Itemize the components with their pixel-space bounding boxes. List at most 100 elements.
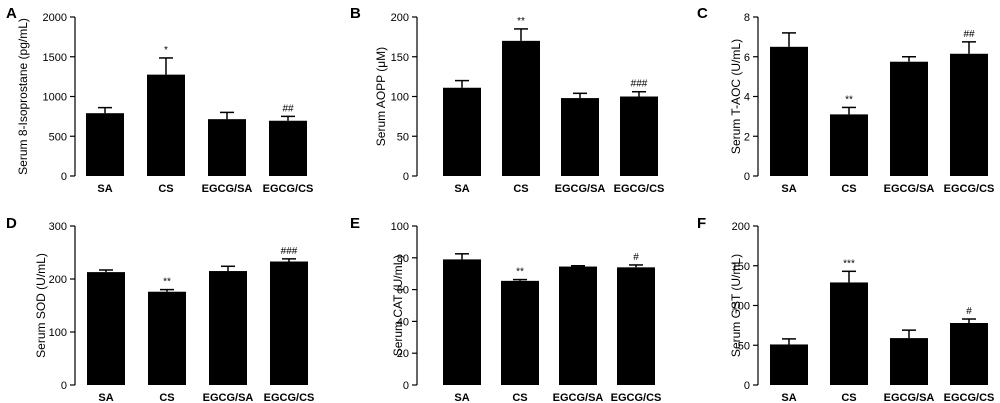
y-tick-label: 4 <box>744 92 750 104</box>
category-label: EGCG/SA <box>884 392 935 403</box>
y-tick-label: 8 <box>744 12 750 24</box>
bar-egcg-sa <box>890 338 928 385</box>
significance-mark: ** <box>517 16 525 27</box>
bar-egcg-sa <box>890 61 928 176</box>
bar-sa <box>443 259 481 385</box>
panel-f: F Serum GST (U/mL) 0 50 100 150 200 SA *** CS EGCG… <box>697 215 994 403</box>
y-tick-label: 300 <box>49 221 67 233</box>
bar-cs <box>830 282 868 385</box>
y-tick-label: 200 <box>732 221 750 233</box>
bar-egcg-cs <box>270 261 308 385</box>
category-label: EGCG/CS <box>614 183 665 195</box>
bar-cs <box>830 114 868 176</box>
y-tick-label: 20 <box>397 348 409 360</box>
significance-mark: # <box>966 306 972 317</box>
y-axis-label: Serum 8-Isoprostane (pg/mL) <box>16 18 30 175</box>
significance-mark: # <box>633 252 639 263</box>
panel-c: C Serum T-AOC (U/mL) 0 2 4 6 8 SA ** CS EGCG/SA ## E… <box>697 5 994 195</box>
category-label: CS <box>841 392 856 403</box>
y-tick-label: 200 <box>391 12 409 24</box>
category-label: EGCG/CS <box>611 392 662 403</box>
category-label: CS <box>513 183 528 195</box>
y-tick-label: 0 <box>403 380 409 392</box>
bar-sa <box>87 272 125 385</box>
category-label: EGCG/CS <box>944 392 995 403</box>
panel-letter: F <box>697 215 706 232</box>
y-tick-label: 150 <box>732 261 750 273</box>
panel-e: E Serum CAT (U/mL) 0 20 40 60 80 100 SA ** CS EGCG/… <box>350 215 661 403</box>
y-axis-label: Serum SOD (U/mL) <box>34 253 48 358</box>
panel-letter: C <box>697 5 708 22</box>
y-tick-label: 0 <box>403 171 409 183</box>
panel-letter: D <box>6 215 17 232</box>
significance-mark: ## <box>963 29 975 40</box>
bar-cs <box>502 40 540 176</box>
bar-egcg-sa <box>559 266 597 385</box>
bar-sa <box>443 87 481 176</box>
category-label: SA <box>454 183 469 195</box>
category-label: SA <box>781 183 796 195</box>
category-label: EGCG/SA <box>884 183 935 195</box>
y-axis-label: Serum T-AOC (U/mL) <box>729 39 743 154</box>
y-tick-label: 100 <box>391 221 409 233</box>
significance-mark: ** <box>845 94 853 105</box>
y-tick-label: 200 <box>49 274 67 286</box>
y-tick-label: 60 <box>397 285 409 297</box>
y-tick-label: 100 <box>732 301 750 313</box>
panel-letter: B <box>350 5 361 22</box>
category-label: EGCG/SA <box>203 392 254 403</box>
y-axis-label: Serum CAT (U/mL) <box>391 255 405 357</box>
category-label: EGCG/CS <box>944 183 995 195</box>
bar-egcg-sa <box>209 271 247 385</box>
category-label: SA <box>97 183 112 195</box>
category-label: EGCG/CS <box>263 183 314 195</box>
bar-sa <box>770 344 808 385</box>
bar-sa <box>86 113 124 176</box>
category-label: CS <box>159 392 174 403</box>
significance-mark: * <box>164 45 168 56</box>
panel-letter: E <box>350 215 360 232</box>
y-tick-label: 500 <box>49 131 67 143</box>
category-label: CS <box>841 183 856 195</box>
y-axis-label: Serum AOPP (μM) <box>374 47 388 146</box>
y-tick-label: 0 <box>744 171 750 183</box>
significance-mark: *** <box>843 258 855 269</box>
panel-letter: A <box>6 5 17 22</box>
significance-mark: ## <box>282 103 294 114</box>
bar-egcg-sa <box>208 119 246 176</box>
y-axis-label: Serum GST (U/mL) <box>729 254 743 357</box>
y-tick-label: 0 <box>61 380 67 392</box>
y-tick-label: 50 <box>397 131 409 143</box>
bar-cs <box>501 280 539 385</box>
panel-d: D Serum SOD (U/mL) 0 100 200 300 SA ** CS EGCG/SA… <box>6 215 314 403</box>
y-tick-label: 40 <box>397 316 409 328</box>
bar-egcg-cs <box>620 96 658 176</box>
y-tick-label: 50 <box>738 340 750 352</box>
category-label: EGCG/SA <box>553 392 604 403</box>
y-tick-label: 1000 <box>43 92 67 104</box>
bar-egcg-sa <box>561 98 599 176</box>
bar-egcg-cs <box>269 120 307 176</box>
y-tick-label: 2000 <box>43 12 67 24</box>
category-label: CS <box>512 392 527 403</box>
category-label: SA <box>98 392 113 403</box>
significance-mark: ### <box>281 246 298 257</box>
significance-mark: ** <box>516 267 524 278</box>
y-tick-label: 0 <box>61 171 67 183</box>
y-tick-label: 80 <box>397 253 409 265</box>
y-tick-label: 150 <box>391 52 409 64</box>
panel-b: B Serum AOPP (μM) 0 50 100 150 200 SA ** CS EGCG/S… <box>350 5 664 195</box>
category-label: EGCG/SA <box>555 183 606 195</box>
y-tick-label: 2 <box>744 131 750 143</box>
category-label: EGCG/SA <box>202 183 253 195</box>
significance-mark: ### <box>631 79 648 90</box>
category-label: SA <box>454 392 469 403</box>
category-label: SA <box>781 392 796 403</box>
significance-mark: ** <box>163 277 171 288</box>
bar-cs <box>148 291 186 385</box>
y-tick-label: 0 <box>744 380 750 392</box>
bar-egcg-cs <box>617 267 655 385</box>
category-label: CS <box>158 183 173 195</box>
